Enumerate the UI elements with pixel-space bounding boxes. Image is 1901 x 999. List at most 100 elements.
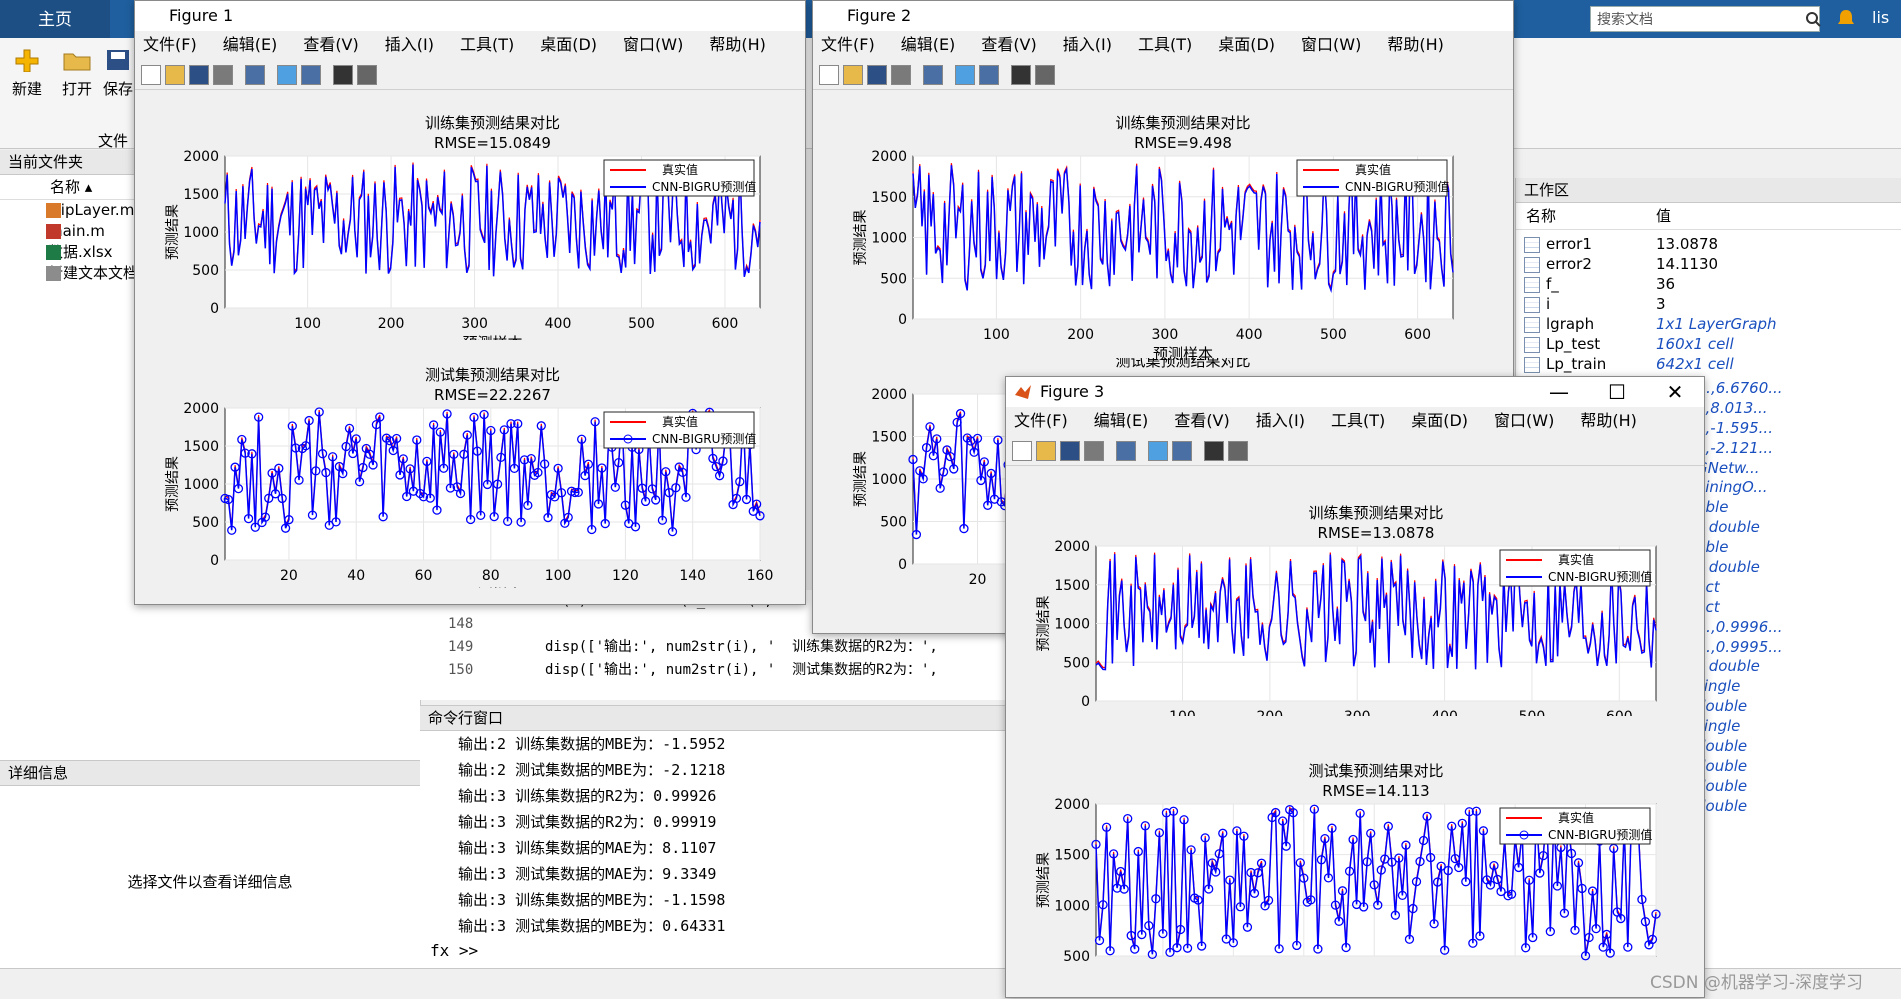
pred-marker xyxy=(651,495,661,505)
pred-marker xyxy=(398,454,408,464)
figure-menu-item[interactable]: 工具(T) xyxy=(459,35,515,54)
figure-menu-item[interactable]: 插入(I) xyxy=(384,35,434,54)
figure-menu-item[interactable]: 窗口(W) xyxy=(1494,411,1555,430)
legend-icon[interactable] xyxy=(979,65,999,85)
file-item[interactable]: main.m xyxy=(0,221,420,242)
figure-menu-item[interactable]: 查看(V) xyxy=(981,35,1037,54)
close-button[interactable]: ✕ xyxy=(1666,380,1684,404)
save-icon[interactable] xyxy=(189,65,209,85)
search-input[interactable]: 搜索文档 xyxy=(1590,6,1820,32)
y-tick-label: 500 xyxy=(1063,949,1090,964)
pointer-icon[interactable] xyxy=(333,65,353,85)
file-item[interactable]: 数据.xlsx xyxy=(0,242,420,263)
figure-menu-item[interactable]: 桌面(D) xyxy=(1411,411,1469,430)
figure-menu-item[interactable]: 查看(V) xyxy=(1174,411,1230,430)
maximize-button[interactable]: ☐ xyxy=(1608,380,1626,404)
figure-menu-item[interactable]: 帮助(H) xyxy=(1387,35,1444,54)
colorbar-icon[interactable] xyxy=(955,65,975,85)
new-figure-icon[interactable] xyxy=(141,65,161,85)
workspace-partial-row: ..,-2.121... xyxy=(1516,439,1901,459)
print-icon[interactable] xyxy=(213,65,233,85)
workspace-col-name[interactable]: 名称 xyxy=(1526,207,1557,225)
pred-marker xyxy=(667,526,678,537)
chart-title: 测试集预测结果对比 xyxy=(425,366,560,384)
property-inspector-icon[interactable] xyxy=(1228,441,1248,461)
workspace-col-value[interactable]: 值 xyxy=(1656,207,1672,225)
tab-home[interactable]: 主页 xyxy=(0,0,110,40)
figure-menu-item[interactable]: 帮助(H) xyxy=(1580,411,1637,430)
file-item[interactable]: FlipLayer.m xyxy=(0,200,420,221)
legend-icon[interactable] xyxy=(1172,441,1192,461)
pred-marker xyxy=(938,467,949,477)
link-plot-icon[interactable] xyxy=(245,65,265,85)
pointer-icon[interactable] xyxy=(1011,65,1031,85)
command-prompt[interactable]: fx >> xyxy=(430,941,479,960)
pointer-icon[interactable] xyxy=(1204,441,1224,461)
pred-marker xyxy=(509,463,520,474)
figure-menu-item[interactable]: 工具(T) xyxy=(1137,35,1193,54)
search-icon[interactable] xyxy=(1805,11,1821,27)
pred-marker xyxy=(469,412,479,423)
open-file-icon[interactable] xyxy=(843,65,863,85)
new-button[interactable]: 新建 xyxy=(4,42,50,99)
notification-bell-icon[interactable] xyxy=(1836,8,1856,28)
editor-line[interactable]: 150 disp(['输出:', num2str(i), ' 测试集数据的R2为：… xyxy=(420,659,1020,682)
workspace-row[interactable]: Lp_train 642x1 cell xyxy=(1516,354,1901,374)
figure-menu-item[interactable]: 桌面(D) xyxy=(1218,35,1276,54)
editor-line[interactable]: 148 xyxy=(420,613,1020,636)
figure-menu-item[interactable]: 窗口(W) xyxy=(623,35,684,54)
pred-marker xyxy=(317,449,328,459)
workspace-row[interactable]: f_ 36 xyxy=(1516,274,1901,294)
workspace-row[interactable]: Lp_test 160x1 cell xyxy=(1516,334,1901,354)
save-icon[interactable] xyxy=(867,65,887,85)
editor-line[interactable]: 149 disp(['输出:', num2str(i), ' 训练集数据的R2为：… xyxy=(420,636,1020,659)
workspace-row[interactable]: lgraph 1x1 LayerGraph xyxy=(1516,314,1901,334)
y-tick-label: 500 xyxy=(1063,655,1090,671)
workspace-row[interactable]: error1 13.0878 xyxy=(1516,234,1901,254)
figure-menu-item[interactable]: 文件(F) xyxy=(821,35,875,54)
figure-menu-item[interactable]: 文件(F) xyxy=(143,35,197,54)
open-file-icon[interactable] xyxy=(1036,441,1056,461)
figure-menu-item[interactable]: 查看(V) xyxy=(303,35,359,54)
minimize-button[interactable]: — xyxy=(1549,380,1569,404)
figure-menu-item[interactable]: 编辑(E) xyxy=(222,35,278,54)
figure-menu-item[interactable]: 文件(F) xyxy=(1014,411,1068,430)
link-plot-icon[interactable] xyxy=(1116,441,1136,461)
pred-marker xyxy=(755,511,765,521)
figure-menu-item[interactable]: 插入(I) xyxy=(1062,35,1112,54)
colorbar-icon[interactable] xyxy=(277,65,297,85)
save-button[interactable]: 保存 xyxy=(100,42,136,99)
open-button[interactable]: 打开 xyxy=(54,42,100,99)
legend-icon[interactable] xyxy=(301,65,321,85)
figure-menu-item[interactable]: 工具(T) xyxy=(1330,411,1386,430)
property-inspector-icon[interactable] xyxy=(357,65,377,85)
link-plot-icon[interactable] xyxy=(923,65,943,85)
x-tick-label: 500 xyxy=(628,316,655,332)
y-tick-label: 0 xyxy=(210,553,219,569)
x-tick-label: 20 xyxy=(969,572,987,588)
pred-marker xyxy=(1098,900,1108,910)
x-tick-label: 400 xyxy=(1431,709,1458,716)
figure-menu-item[interactable]: 插入(I) xyxy=(1255,411,1305,430)
pred-marker xyxy=(304,415,314,426)
pred-marker xyxy=(284,515,294,525)
property-inspector-icon[interactable] xyxy=(1035,65,1055,85)
workspace-row[interactable]: error2 14.1130 xyxy=(1516,254,1901,274)
print-icon[interactable] xyxy=(1084,441,1104,461)
new-figure-icon[interactable] xyxy=(819,65,839,85)
pred-marker xyxy=(1344,866,1355,876)
save-icon[interactable] xyxy=(1060,441,1080,461)
figure-menu-item[interactable]: 编辑(E) xyxy=(1093,411,1149,430)
figure-menu-item[interactable]: 窗口(W) xyxy=(1301,35,1362,54)
new-figure-icon[interactable] xyxy=(1012,441,1032,461)
print-icon[interactable] xyxy=(891,65,911,85)
open-file-icon[interactable] xyxy=(165,65,185,85)
figure-menu-item[interactable]: 帮助(H) xyxy=(709,35,766,54)
figure-menu-item[interactable]: 桌面(D) xyxy=(540,35,598,54)
legend-true-label: 真实值 xyxy=(662,414,698,429)
colorbar-icon[interactable] xyxy=(1148,441,1168,461)
figure-menu-item[interactable]: 编辑(E) xyxy=(900,35,956,54)
pred-marker xyxy=(1165,947,1175,958)
file-item[interactable]: 新建文本文档 xyxy=(0,263,420,284)
